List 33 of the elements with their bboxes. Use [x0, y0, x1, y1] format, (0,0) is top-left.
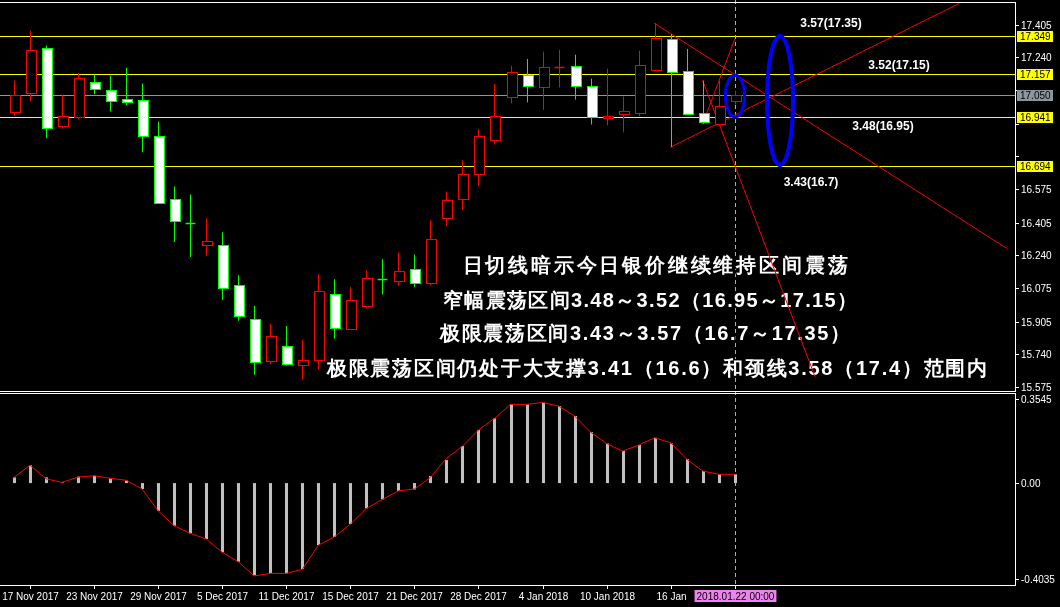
ref-label: 16.941	[1017, 112, 1053, 123]
y-tick-label: 16.240	[1021, 250, 1053, 261]
x-label: 17 Nov 2017	[2, 590, 59, 602]
x-label: 10 Jan 2018	[579, 590, 636, 602]
x-label: 21 Dec 2017	[386, 590, 443, 602]
ref-label: 16.694	[1017, 161, 1053, 172]
y-tick-label: 0.00	[1021, 478, 1041, 489]
x-label: 2018.01.22 00:00	[694, 590, 777, 602]
x-label: 15 Dec 2017	[322, 590, 379, 602]
annotation: 3.48(16.95)	[852, 119, 914, 133]
y-tick-label: 16.405	[1021, 218, 1053, 229]
x-label: 4 Jan 2018	[518, 590, 569, 602]
y-tick-label: 15.905	[1021, 317, 1053, 328]
ref-label: 17.157	[1017, 69, 1053, 80]
x-label: 29 Nov 2017	[130, 590, 187, 602]
annotation: 3.57(17.35)	[800, 16, 862, 30]
y-tick-label: 17.405	[1021, 20, 1053, 31]
annotation: 3.52(17.15)	[868, 58, 930, 72]
annotation: 3.43(16.7)	[783, 175, 839, 189]
x-label: 23 Nov 2017	[66, 590, 123, 602]
y-tick-label: -0.4035	[1021, 574, 1056, 585]
y-tick-label: 15.575	[1021, 382, 1053, 393]
x-label: 11 Dec 2017	[258, 590, 315, 602]
x-label: 5 Dec 2017	[196, 590, 249, 602]
y-tick-label: 16.575	[1021, 184, 1053, 195]
y-tick-label: 17.240	[1021, 52, 1053, 63]
x-label: 16 Jan	[656, 590, 687, 602]
y-tick-label: 16.075	[1021, 283, 1053, 294]
y-tick-label: 15.740	[1021, 349, 1053, 360]
ref-label: 17.349	[1017, 31, 1053, 42]
x-label: 28 Dec 2017	[450, 590, 507, 602]
ref-label: 17.050	[1017, 90, 1053, 101]
y-tick-label: 0.3545	[1021, 394, 1053, 405]
